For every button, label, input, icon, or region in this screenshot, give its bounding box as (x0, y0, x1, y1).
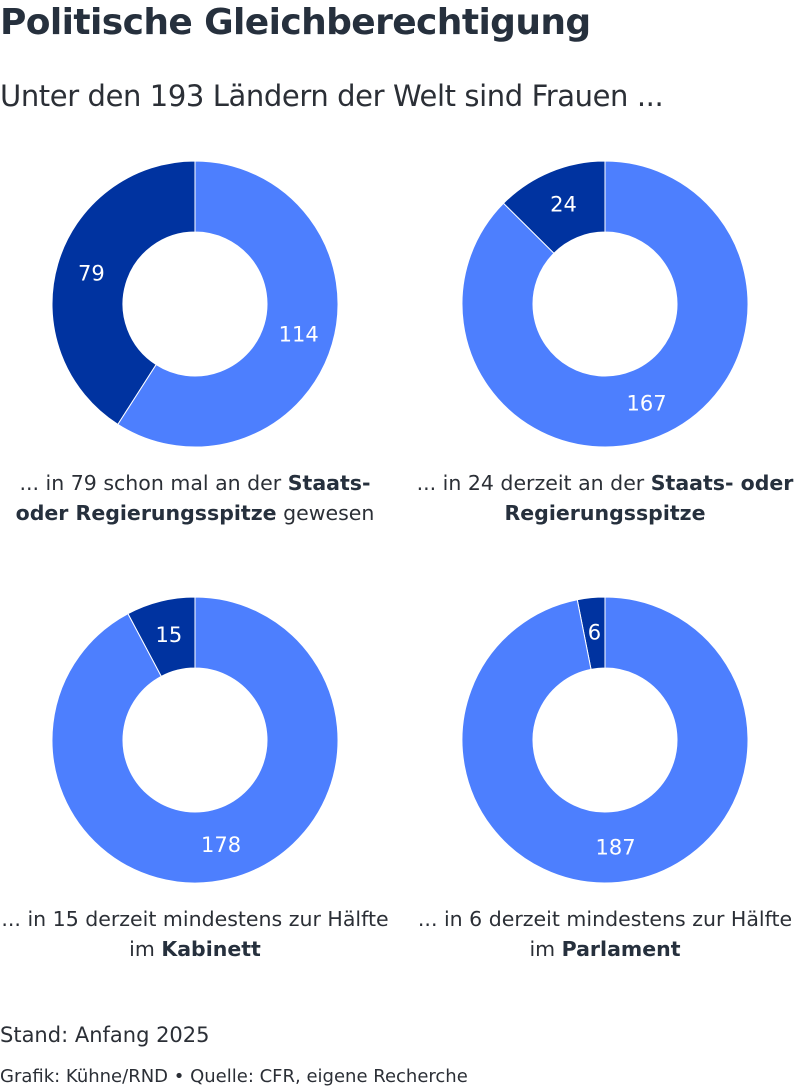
caption-head-of-state-current: ... in 24 derzeit an der Staats- oder Re… (410, 468, 800, 528)
slice-rest (117, 160, 339, 448)
caption-bold: Parlament (561, 937, 681, 961)
chart-title: Politische Gleichberechtigung (0, 2, 591, 43)
caption-bold: Staats- oder Regierungsspitze (15, 471, 371, 525)
caption-bold: Staats- oder Regierungsspitze (504, 471, 794, 525)
slice-highlight-label: 79 (78, 262, 105, 286)
donut-head-of-state-ever: 79 114 (51, 160, 339, 448)
slice-highlight-label: 24 (550, 192, 577, 216)
donut-parliament: 6 187 (461, 596, 749, 884)
caption-bold: Kabinett (161, 937, 261, 961)
donut-cabinet: 15 178 (51, 596, 339, 884)
slice-highlight (51, 160, 196, 426)
footer-source: Grafik: Kühne/RND • Quelle: CFR, eigene … (0, 1066, 468, 1087)
caption-text: ... in 6 derzeit mindestens zur Hälfte i… (417, 907, 793, 961)
slice-rest (461, 160, 749, 448)
slice-highlight-label: 15 (156, 623, 183, 647)
chart-subtitle: Unter den 193 Ländern der Welt sind Frau… (0, 79, 664, 113)
slice-rest-label: 178 (201, 833, 241, 857)
slice-rest-label: 114 (279, 322, 319, 346)
caption-text: ... in 79 schon mal an der (19, 471, 288, 495)
caption-text: ... in 24 derzeit an der (416, 471, 651, 495)
donut-head-of-state-current: 24 167 (461, 160, 749, 448)
caption-parliament: ... in 6 derzeit mindestens zur Hälfte i… (410, 904, 800, 964)
caption-cabinet: ... in 15 derzeit mindestens zur Hälfte … (0, 904, 390, 964)
slice-rest (51, 596, 339, 884)
slice-rest-label: 187 (595, 835, 635, 859)
slice-highlight-label: 6 (588, 621, 601, 645)
caption-head-of-state-ever: ... in 79 schon mal an der Staats- oder … (0, 468, 390, 528)
caption-text: ... in 15 derzeit mindestens zur Hälfte … (1, 907, 389, 961)
donut-charts: 79 114 24 167 15 178 6 187 (51, 160, 749, 884)
footer-stand: Stand: Anfang 2025 (0, 1023, 210, 1047)
caption-text-end: gewesen (276, 501, 375, 525)
slice-rest-label: 167 (626, 392, 666, 416)
slice-rest (461, 596, 749, 884)
